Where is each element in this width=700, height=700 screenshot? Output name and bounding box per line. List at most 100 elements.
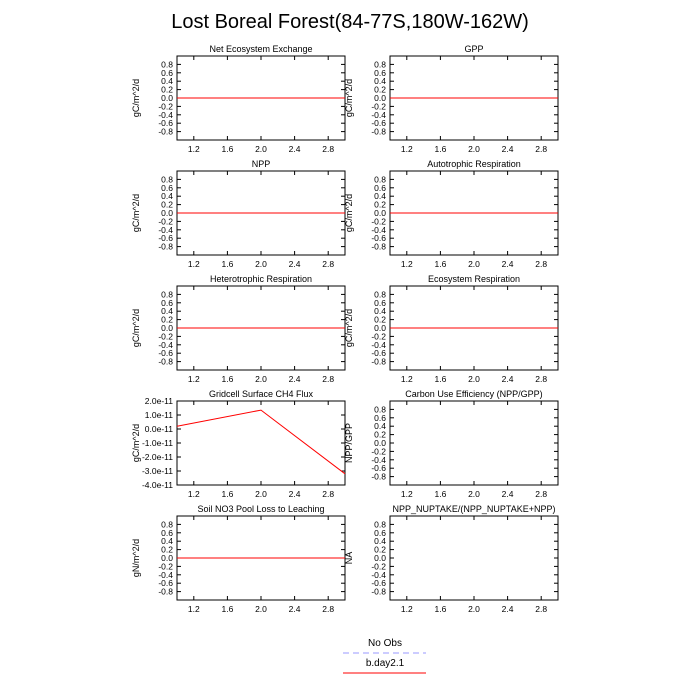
x-tick-label: 2.0 xyxy=(468,489,480,499)
y-tick-label: -1.0e-11 xyxy=(142,438,173,448)
y-tick-label: -0.4 xyxy=(371,340,386,350)
chart-panel: GPP 0.80.60.40.20.0-0.2-0.4-0.6-0.8 1.2 1.6… xyxy=(344,44,559,154)
y-tick-label: -0.2 xyxy=(371,446,386,456)
y-tick-label: 0.6 xyxy=(374,413,386,423)
y-tick-label: 0.0 xyxy=(374,553,386,563)
y-tick-label: -0.6 xyxy=(158,578,173,588)
subplot-title: Gridcell Surface CH4 Flux xyxy=(209,389,314,399)
chart-panel: Net Ecosystem Exchange0.80.60.40.20.0-0.… xyxy=(131,44,346,154)
y-tick-label: -0.6 xyxy=(371,118,386,128)
y-tick-label: 0.2 xyxy=(161,85,173,95)
y-tick-label: 0.4 xyxy=(374,536,386,546)
y-tick-label: 0.8 xyxy=(161,289,173,299)
x-tick-label: 2.8 xyxy=(322,259,334,269)
y-tick-label: 0.6 xyxy=(374,298,386,308)
y-axis-label: gN/m^2/d xyxy=(131,539,141,577)
y-tick-label: -0.4 xyxy=(371,225,386,235)
chart-panel: Heterotrophic Respiration 0.80.60.40.20.0… xyxy=(131,274,346,384)
x-tick-label: 2.0 xyxy=(255,374,267,384)
x-tick-label: 2.8 xyxy=(535,259,547,269)
y-tick-label: 0.4 xyxy=(161,536,173,546)
y-tick-label: 0.2 xyxy=(374,430,386,440)
y-tick-label: -0.8 xyxy=(371,587,386,597)
x-tick-label: 2.8 xyxy=(535,604,547,614)
y-tick-label: -0.8 xyxy=(371,357,386,367)
x-tick-label: 2.8 xyxy=(322,604,334,614)
y-axis-label: gC/m^2/d xyxy=(131,79,141,117)
y-tick-label: -0.4 xyxy=(158,110,173,120)
y-tick-label: -0.4 xyxy=(158,340,173,350)
x-tick-label: 2.4 xyxy=(289,259,301,269)
legend: No Obs b.day2.1 xyxy=(343,638,426,674)
y-tick-label: 0.8 xyxy=(161,59,173,69)
x-tick-label: 2.0 xyxy=(255,259,267,269)
plot-frame xyxy=(389,400,559,486)
y-axis-label: gC/m^2/d xyxy=(131,309,141,347)
x-tick-label: 2.4 xyxy=(289,489,301,499)
y-tick-label: -0.8 xyxy=(371,242,386,252)
y-tick-label: -0.8 xyxy=(371,127,386,137)
y-tick-label: 0.4 xyxy=(161,191,173,201)
y-tick-label: 0.0 xyxy=(374,93,386,103)
y-tick-label: 0.8 xyxy=(161,174,173,184)
x-tick-label: 1.6 xyxy=(221,259,233,269)
y-tick-label: -0.2 xyxy=(371,331,386,341)
subplot-title: NPP_NUPTAKE/(NPP_NUPTAKE+NPP) xyxy=(393,504,556,514)
subplot-title: Net Ecosystem Exchange xyxy=(209,44,312,54)
y-tick-label: 0.0 xyxy=(374,438,386,448)
subplot-title: Carbon Use Efficiency (NPP/GPP) xyxy=(405,389,542,399)
y-tick-label: -0.2 xyxy=(158,216,173,226)
y-tick-label: 0.0 xyxy=(161,323,173,333)
y-tick-label: 0.6 xyxy=(161,298,173,308)
y-tick-label: -0.6 xyxy=(371,233,386,243)
y-tick-label: 0.4 xyxy=(161,306,173,316)
y-tick-label: 0.8 xyxy=(374,174,386,184)
y-tick-label: -0.4 xyxy=(371,110,386,120)
x-tick-label: 2.4 xyxy=(502,604,514,614)
chart-panel: Autotrophic Respiration0.80.60.40.20.0-0… xyxy=(344,159,559,269)
x-tick-label: 1.2 xyxy=(401,604,413,614)
y-tick-label: 0.0 xyxy=(161,93,173,103)
chart-panel: Carbon Use Efficiency (NPP/GPP) 0.80.60.4… xyxy=(344,389,559,499)
subplot-title: Ecosystem Respiration xyxy=(428,274,520,284)
y-tick-label: 0.4 xyxy=(374,76,386,86)
plot-frame xyxy=(176,400,346,486)
y-tick-label: 0.2 xyxy=(161,315,173,325)
plot-frame xyxy=(389,515,559,601)
chart-panel: Gridcell Surface CH4 Flux 2.0e-11 1.0e-11 0… xyxy=(131,389,346,499)
x-tick-label: 2.8 xyxy=(322,489,334,499)
x-tick-label: 1.6 xyxy=(221,374,233,384)
x-tick-label: 2.8 xyxy=(535,374,547,384)
y-tick-label: 0.2 xyxy=(374,545,386,555)
x-tick-label: 2.4 xyxy=(289,604,301,614)
chart-panel: NPP_NUPTAKE/(NPP_NUPTAKE+NPP)0.80.60.40.… xyxy=(344,504,559,614)
x-tick-label: 2.0 xyxy=(255,604,267,614)
y-axis-label: gC/m^2/d xyxy=(344,309,354,347)
y-tick-label: -0.6 xyxy=(158,233,173,243)
x-tick-label: 1.2 xyxy=(188,144,200,154)
x-tick-label: 2.4 xyxy=(289,374,301,384)
y-tick-label: 0.0e-11 xyxy=(145,424,173,434)
x-tick-label: 1.2 xyxy=(188,604,200,614)
x-tick-label: 1.6 xyxy=(434,259,446,269)
x-tick-label: 1.6 xyxy=(434,604,446,614)
y-tick-label: 0.8 xyxy=(374,59,386,69)
subplot-title: Soil NO3 Pool Loss to Leaching xyxy=(197,504,324,514)
y-tick-label: 0.2 xyxy=(374,85,386,95)
y-tick-label: -0.8 xyxy=(158,127,173,137)
y-tick-label: -0.2 xyxy=(158,331,173,341)
x-tick-label: 1.6 xyxy=(434,144,446,154)
y-tick-label: 2.0e-11 xyxy=(145,396,173,406)
legend-label: No Obs xyxy=(368,638,402,649)
y-tick-label: -0.4 xyxy=(158,225,173,235)
y-tick-label: 0.8 xyxy=(374,519,386,529)
y-tick-label: 0.6 xyxy=(374,68,386,78)
y-tick-label: -0.2 xyxy=(371,101,386,111)
subplot-title: Autotrophic Respiration xyxy=(427,159,521,169)
x-tick-label: 1.6 xyxy=(434,374,446,384)
y-tick-label: -0.4 xyxy=(371,570,386,580)
subplot-title: GPP xyxy=(464,44,483,54)
y-tick-label: 0.2 xyxy=(374,315,386,325)
y-tick-label: -0.2 xyxy=(371,561,386,571)
y-tick-label: 0.4 xyxy=(374,191,386,201)
